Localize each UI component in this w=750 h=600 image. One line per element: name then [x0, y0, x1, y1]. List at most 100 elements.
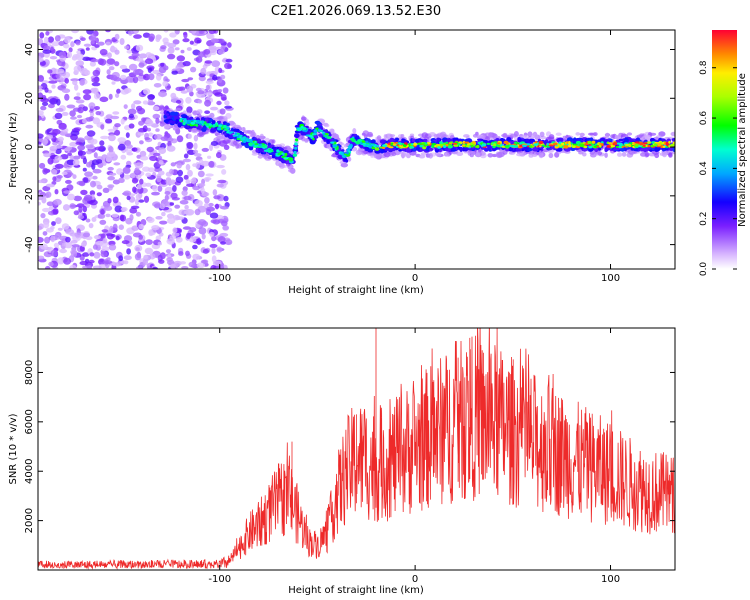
heatmap-cell — [294, 133, 300, 139]
heatmap-cell — [195, 162, 201, 169]
heatmap-cell — [125, 132, 130, 139]
heatmap-cell — [96, 184, 103, 190]
heatmap-cell — [133, 34, 142, 39]
heatmap-cell — [173, 260, 182, 266]
heatmap-cell — [186, 183, 195, 187]
heatmap-cell — [61, 223, 70, 230]
heatmap-cell — [90, 180, 96, 188]
heatmap-cell — [120, 154, 127, 160]
heatmap-cell — [225, 239, 233, 246]
heatmap-cell — [152, 266, 158, 269]
heatmap-cell — [534, 141, 538, 144]
heatmap-cell — [207, 128, 212, 132]
heatmap-cell — [67, 193, 75, 201]
heatmap-cell — [456, 151, 464, 156]
heatmap-cell — [101, 229, 109, 233]
heatmap-cell — [137, 107, 146, 115]
heatmap-cell — [38, 179, 46, 184]
heatmap-cell — [148, 229, 154, 237]
heatmap-cell — [119, 214, 125, 222]
heatmap-cell — [384, 147, 389, 151]
heatmap-cell — [108, 146, 114, 153]
heatmap-cell — [181, 78, 190, 83]
heatmap-cell — [417, 142, 423, 145]
heatmap-cell — [227, 42, 232, 48]
heatmap-cell — [251, 152, 258, 156]
heatmap-cell — [294, 146, 298, 150]
heatmap-cell — [672, 147, 675, 153]
heatmap-cell — [114, 129, 121, 136]
heatmap-cell — [340, 162, 348, 168]
heatmap-cell — [180, 90, 188, 94]
heatmap-cell — [123, 104, 128, 109]
heatmap-cell — [343, 144, 348, 148]
heatmap-cell — [99, 140, 105, 146]
heatmap-cell — [78, 206, 83, 213]
heatmap-cell — [45, 183, 55, 188]
heatmap-cell — [311, 133, 317, 136]
heatmap-cell — [82, 118, 87, 124]
heatmap-cell — [44, 87, 49, 93]
heatmap-cell — [594, 147, 599, 153]
heatmap-cell — [92, 244, 98, 250]
heatmap-cell — [112, 111, 120, 115]
heatmap-cell — [654, 153, 660, 159]
heatmap-cell — [488, 132, 494, 138]
heatmap-cell — [65, 229, 75, 235]
heatmap-cell — [92, 87, 99, 95]
heatmap-cell — [83, 43, 92, 47]
heatmap-cell — [54, 163, 64, 169]
y-tick-label: 40 — [24, 43, 35, 56]
heatmap-cell — [347, 156, 352, 162]
heatmap-cell — [112, 179, 120, 185]
heatmap-cell — [200, 187, 205, 194]
heatmap-cell — [94, 106, 100, 110]
heatmap-cell — [247, 138, 253, 142]
heatmap-cell — [74, 84, 79, 91]
heatmap-cell — [324, 129, 328, 134]
heatmap-cell — [171, 70, 178, 75]
heatmap-cell — [216, 135, 224, 140]
heatmap-cell — [182, 61, 191, 67]
heatmap-cell — [575, 132, 581, 136]
heatmap-cell — [279, 163, 285, 169]
heatmap-cell — [567, 142, 571, 145]
heatmap-cell — [97, 213, 106, 219]
heatmap-cell — [130, 205, 140, 209]
heatmap-cell — [179, 118, 183, 123]
heatmap-cell — [195, 56, 203, 63]
heatmap-cell — [421, 142, 426, 145]
heatmap-cell — [194, 199, 203, 207]
heatmap-cell — [40, 98, 50, 103]
heatmap-cell — [114, 205, 123, 213]
heatmap-cell — [608, 142, 613, 145]
heatmap-cell — [504, 145, 510, 148]
heatmap-cell — [510, 133, 518, 138]
heatmap-cell — [210, 264, 218, 269]
heatmap-cell — [66, 159, 76, 166]
heatmap-cell — [145, 239, 153, 246]
heatmap-cell — [109, 74, 118, 81]
heatmap-cell — [318, 133, 323, 137]
heatmap-cell — [205, 117, 209, 123]
heatmap-cell — [144, 137, 150, 141]
heatmap-cell — [572, 145, 576, 148]
heatmap-cell — [145, 182, 152, 187]
heatmap-cell — [137, 132, 144, 136]
heatmap-cell — [624, 144, 630, 146]
heatmap-cell — [158, 160, 164, 165]
heatmap-cell — [514, 141, 517, 144]
heatmap-cell — [44, 265, 51, 269]
heatmap-cell — [169, 168, 174, 175]
heatmap-cell — [184, 208, 193, 216]
heatmap-cell — [86, 130, 96, 137]
heatmap-cell — [77, 106, 84, 114]
heatmap-cell — [80, 241, 87, 248]
colorbar-tick-label: 0.2 — [699, 212, 709, 226]
spectrogram-y-label: Frequency (Hz) — [8, 112, 19, 188]
heatmap-cell — [195, 123, 199, 127]
heatmap-cell — [131, 103, 136, 110]
heatmap-cell — [142, 258, 149, 266]
x-tick-label: -100 — [208, 574, 231, 585]
heatmap-cell — [136, 211, 142, 217]
